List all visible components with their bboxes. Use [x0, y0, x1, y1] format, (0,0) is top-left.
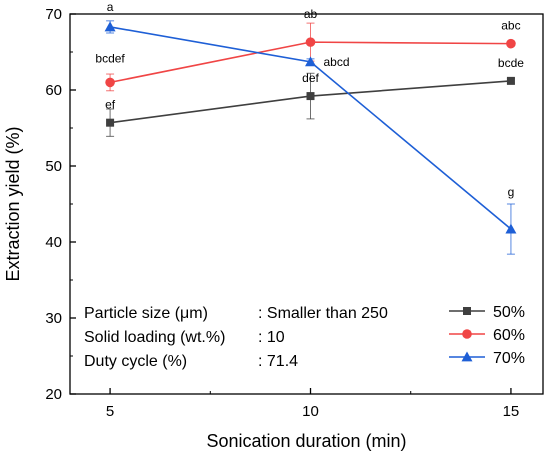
info-key-solid-loading: Solid loading (wt.%): [84, 329, 225, 346]
info-key-duty-cycle: Duty cycle (%): [84, 353, 187, 370]
info-key-particle-size: Particle size (μm): [84, 305, 208, 322]
y-tick-label: 40: [45, 234, 62, 251]
y-tick-label: 30: [45, 310, 62, 327]
y-tick-label: 60: [45, 82, 62, 99]
data-point: [104, 21, 116, 32]
legend-marker: [461, 351, 473, 362]
info-value-solid-loading: : 10: [258, 329, 285, 346]
data-point: [105, 77, 115, 88]
x-tick-label: 15: [503, 403, 520, 420]
experimental-conditions: Particle size (μm) : Smaller than 250 So…: [84, 305, 388, 370]
legend-label: 70%: [493, 350, 525, 367]
x-tick-label: 10: [302, 403, 319, 420]
data-point: [306, 92, 315, 101]
data-point: [506, 76, 515, 85]
info-value-particle-size: : Smaller than 250: [258, 305, 388, 322]
data-point: [106, 118, 115, 127]
significance-label: g: [508, 185, 515, 199]
data-point: [305, 56, 317, 67]
legend-marker: [462, 329, 472, 339]
y-tick-label: 50: [45, 158, 62, 175]
significance-label: abcd: [323, 55, 349, 69]
legend: 50% 60% 70%: [449, 304, 525, 367]
significance-label: a: [107, 0, 114, 14]
series-50pct: [106, 72, 515, 137]
legend-marker: [463, 307, 471, 315]
legend-label: 50%: [493, 304, 525, 321]
significance-label: bcde: [498, 56, 524, 70]
legend-label: 60%: [493, 327, 525, 344]
data-point: [505, 223, 517, 234]
x-axis-title: Sonication duration (min): [206, 431, 406, 451]
series-60pct: [105, 22, 516, 92]
data-point: [305, 37, 316, 47]
significance-label: bcdef: [95, 51, 125, 65]
series-70pct: [104, 20, 517, 255]
info-value-duty-cycle: : 71.4: [258, 353, 298, 370]
significance-label: def: [302, 71, 319, 85]
y-tick-label: 70: [45, 6, 62, 23]
x-tick-label: 5: [106, 403, 114, 420]
significance-label: ef: [105, 98, 116, 112]
y-axis-title: Extraction yield (%): [3, 126, 23, 281]
series-group: [104, 20, 517, 255]
y-tick-label: 20: [45, 386, 62, 403]
significance-label: abc: [501, 19, 520, 33]
axes: 20 30 40 50 60 70 5 10 15: [45, 6, 544, 420]
data-point: [506, 38, 516, 49]
